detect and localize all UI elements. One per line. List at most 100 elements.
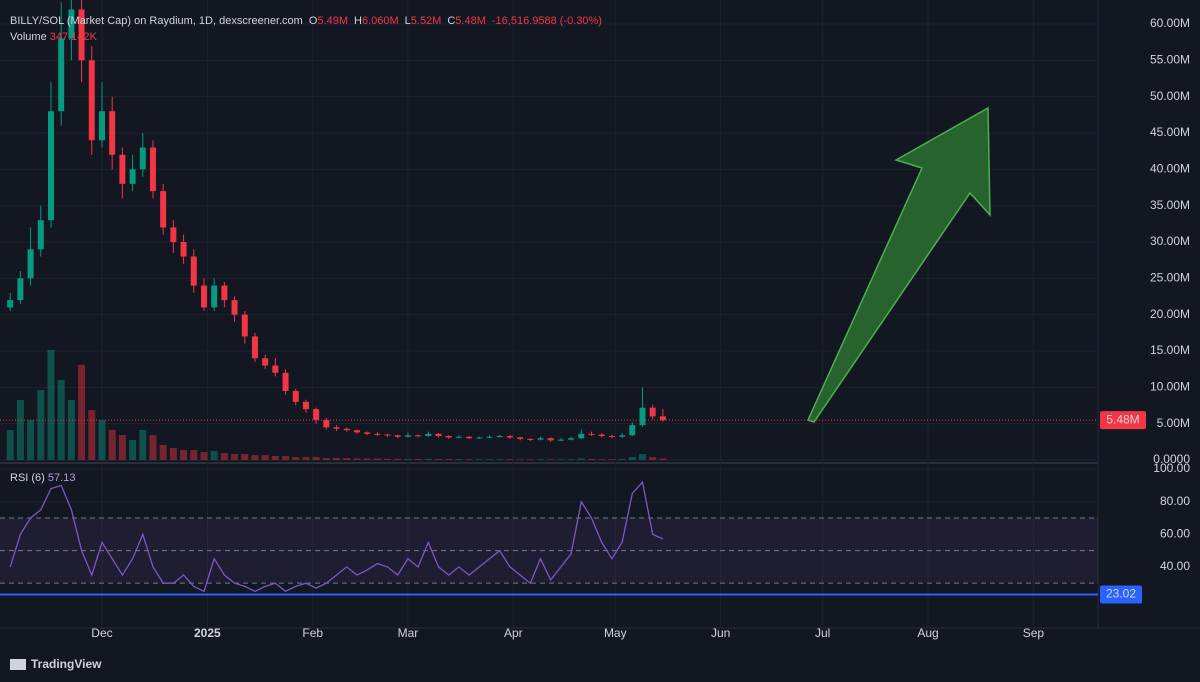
candle-body [598,434,605,437]
volume-bar [180,450,188,460]
volume-bar [353,458,361,460]
volume-bar [27,420,35,460]
price-label: 5.48M [1106,412,1139,426]
volume-bar [292,457,300,460]
volume-bar [424,458,432,460]
volume-value: 347.142K [50,31,98,43]
x-tick-label: Aug [917,626,938,640]
volume-legend: Volume 347.142K [10,31,98,43]
candle-body [496,436,503,438]
volume-bar [384,458,392,460]
candle-body [282,372,289,391]
y-tick-label: 35.00M [1150,198,1190,212]
candle-body [160,191,167,228]
candle-body [78,9,85,61]
volume-bar [118,435,126,460]
candle-body [394,435,401,437]
x-tick-label: Mar [398,626,419,640]
candle-body [353,430,360,433]
candle-body [455,436,462,438]
candle-body [659,416,666,421]
brand-name: TradingView [31,657,102,671]
volume-bar [129,440,137,460]
x-tick-label: May [604,626,627,640]
candle-body [415,435,422,437]
candle-body [292,390,299,402]
volume-bar [282,456,290,460]
y-tick-label: 25.00M [1150,270,1190,284]
volume-bar [516,459,524,460]
candle-body [323,420,330,428]
volume-bar [373,458,381,460]
rsi-label: RSI (6) [10,472,45,484]
candle-body [129,169,136,184]
candle-body [47,111,54,221]
candle-body [272,365,279,373]
candle-body [486,436,493,438]
candle-body [435,433,442,437]
volume-bar [200,452,208,460]
volume-bar [190,450,198,460]
title: BILLY/SOL (Market Cap) on Raydium, 1D, d… [10,15,303,27]
volume-bar [149,435,157,460]
candle-body [343,428,350,431]
candle-body [211,285,218,308]
ohlc-value: 5.48M [455,15,486,27]
volume-bar [271,456,279,460]
volume-bar [394,458,402,460]
volume-bar [78,364,86,460]
volume-bar [587,459,595,460]
candle-body [119,154,126,184]
y-tick-label: 45.00M [1150,125,1190,139]
volume-bar [210,451,218,460]
x-tick-label: 2025 [194,626,221,640]
volume-label: Volume [10,31,47,43]
volume-bar [37,390,45,460]
rsi-legend: RSI (6) 57.13 [10,472,75,484]
volume-bar [445,459,453,460]
candle-body [588,433,595,435]
volume-bar [169,448,177,460]
x-tick-label: Dec [91,626,112,640]
x-tick-label: Sep [1023,626,1045,640]
y-tick-label: 55.00M [1150,52,1190,66]
volume-bar [6,430,14,460]
volume-bar [414,459,422,460]
y-tick-label: 5.00M [1157,416,1190,430]
volume-bar [598,459,606,460]
price-label-box [1100,411,1146,430]
volume-bar [486,459,494,460]
candle-body [578,433,585,439]
candle-body [374,433,381,435]
candle-body [27,249,34,279]
volume-bar [577,458,585,460]
candle-body [221,285,228,301]
volume-bar [465,459,473,460]
volume-bar [659,458,667,460]
candle-body [262,358,269,366]
volume-bar [628,457,636,460]
volume-bar [139,430,147,460]
volume-bar [322,458,330,460]
rsi-line [9,480,664,593]
candle-body [608,436,615,438]
volume-bar [506,459,514,460]
brand: TradingView [10,657,102,671]
candle-body [37,220,44,250]
candle-body [547,438,554,441]
candle-body [58,38,65,112]
y-tick-label: 0.0000 [1153,452,1190,466]
change: -16,516.9588 (-0.30%) [492,15,602,27]
candle-body [537,438,544,440]
volume-bar [312,457,320,460]
volume-bar [455,459,463,460]
volume-bar [302,457,310,460]
candle-body [200,285,207,308]
rsi-level-label: 23.02 [1106,587,1136,601]
volume-bar [343,458,351,460]
candle-body [517,437,524,439]
volume-bar [261,455,269,460]
candle-body [88,60,95,141]
marks [0,0,1098,596]
